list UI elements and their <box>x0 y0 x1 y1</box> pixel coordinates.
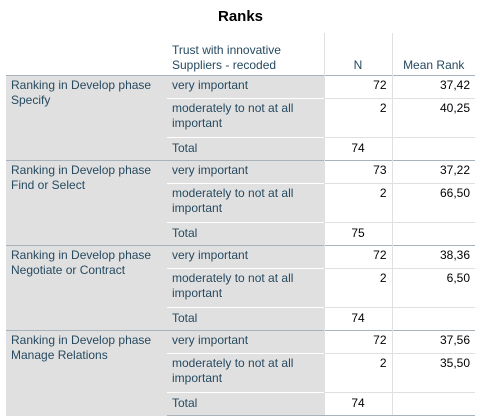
table-row-total: Total 74 <box>6 307 475 331</box>
n-value: 72 <box>323 75 392 99</box>
category-label: very important <box>167 160 324 184</box>
header-mean-rank: Mean Rank <box>391 33 475 76</box>
table-row-total: Total 75 <box>6 222 475 246</box>
empty-cell <box>391 222 475 246</box>
category-label: very important <box>167 75 324 99</box>
mean-rank-value: 38,36 <box>391 245 475 269</box>
empty-cell <box>391 137 475 161</box>
table-row: moderately to not at all important 2 35,… <box>6 353 475 393</box>
category-label: moderately to not at all important <box>167 353 324 393</box>
table-row: moderately to not at all important 2 40,… <box>6 98 475 138</box>
ranks-table: Trust with innovative Suppliers - recode… <box>6 33 475 416</box>
table-row: Ranking in Develop phase Find or Select … <box>6 160 475 246</box>
total-label: Total <box>167 222 324 246</box>
empty-cell <box>391 392 475 416</box>
mean-rank-value: 37,56 <box>391 330 475 354</box>
row-label: Ranking in Develop phase Manage Relation… <box>6 330 167 416</box>
category-label: very important <box>167 330 324 354</box>
total-n-value: 74 <box>323 392 392 416</box>
table-row: Ranking in Develop phase Specify very im… <box>6 75 475 161</box>
table-row: moderately to not at all important 2 6,5… <box>6 268 475 308</box>
n-value: 2 <box>323 353 392 393</box>
total-n-value: 75 <box>323 222 392 246</box>
header-n: N <box>323 33 392 76</box>
total-label: Total <box>167 137 324 161</box>
header-corner <box>6 33 167 76</box>
mean-rank-value: 37,42 <box>391 75 475 99</box>
total-n-value: 74 <box>323 307 392 331</box>
row-label: Ranking in Develop phase Find or Select <box>6 160 167 246</box>
total-label: Total <box>167 307 324 331</box>
n-value: 2 <box>323 183 392 223</box>
total-n-value: 74 <box>323 137 392 161</box>
category-label: very important <box>167 245 324 269</box>
table-row-total: Total 74 <box>6 137 475 161</box>
row-label: Ranking in Develop phase Specify <box>6 75 167 161</box>
n-value: 72 <box>323 330 392 354</box>
total-label: Total <box>167 392 324 416</box>
row-label: Ranking in Develop phase Negotiate or Co… <box>6 245 167 331</box>
n-value: 72 <box>323 245 392 269</box>
n-value: 73 <box>323 160 392 184</box>
header-row: Trust with innovative Suppliers - recode… <box>6 33 475 76</box>
mean-rank-value: 37,22 <box>391 160 475 184</box>
table-row: Ranking in Develop phase Manage Relation… <box>6 330 475 416</box>
mean-rank-value: 66,50 <box>391 183 475 223</box>
mean-rank-value: 40,25 <box>391 98 475 138</box>
table-title: Ranks <box>217 8 264 25</box>
mean-rank-value: 35,50 <box>391 353 475 393</box>
n-value: 2 <box>323 98 392 138</box>
n-value: 2 <box>323 268 392 308</box>
category-label: moderately to not at all important <box>167 268 324 308</box>
category-label: moderately to not at all important <box>167 183 324 223</box>
table-row: Ranking in Develop phase Negotiate or Co… <box>6 245 475 331</box>
mean-rank-value: 6,50 <box>391 268 475 308</box>
header-group: Trust with innovative Suppliers - recode… <box>172 43 281 72</box>
empty-cell <box>391 307 475 331</box>
table-row: moderately to not at all important 2 66,… <box>6 183 475 223</box>
category-label: moderately to not at all important <box>167 98 324 138</box>
